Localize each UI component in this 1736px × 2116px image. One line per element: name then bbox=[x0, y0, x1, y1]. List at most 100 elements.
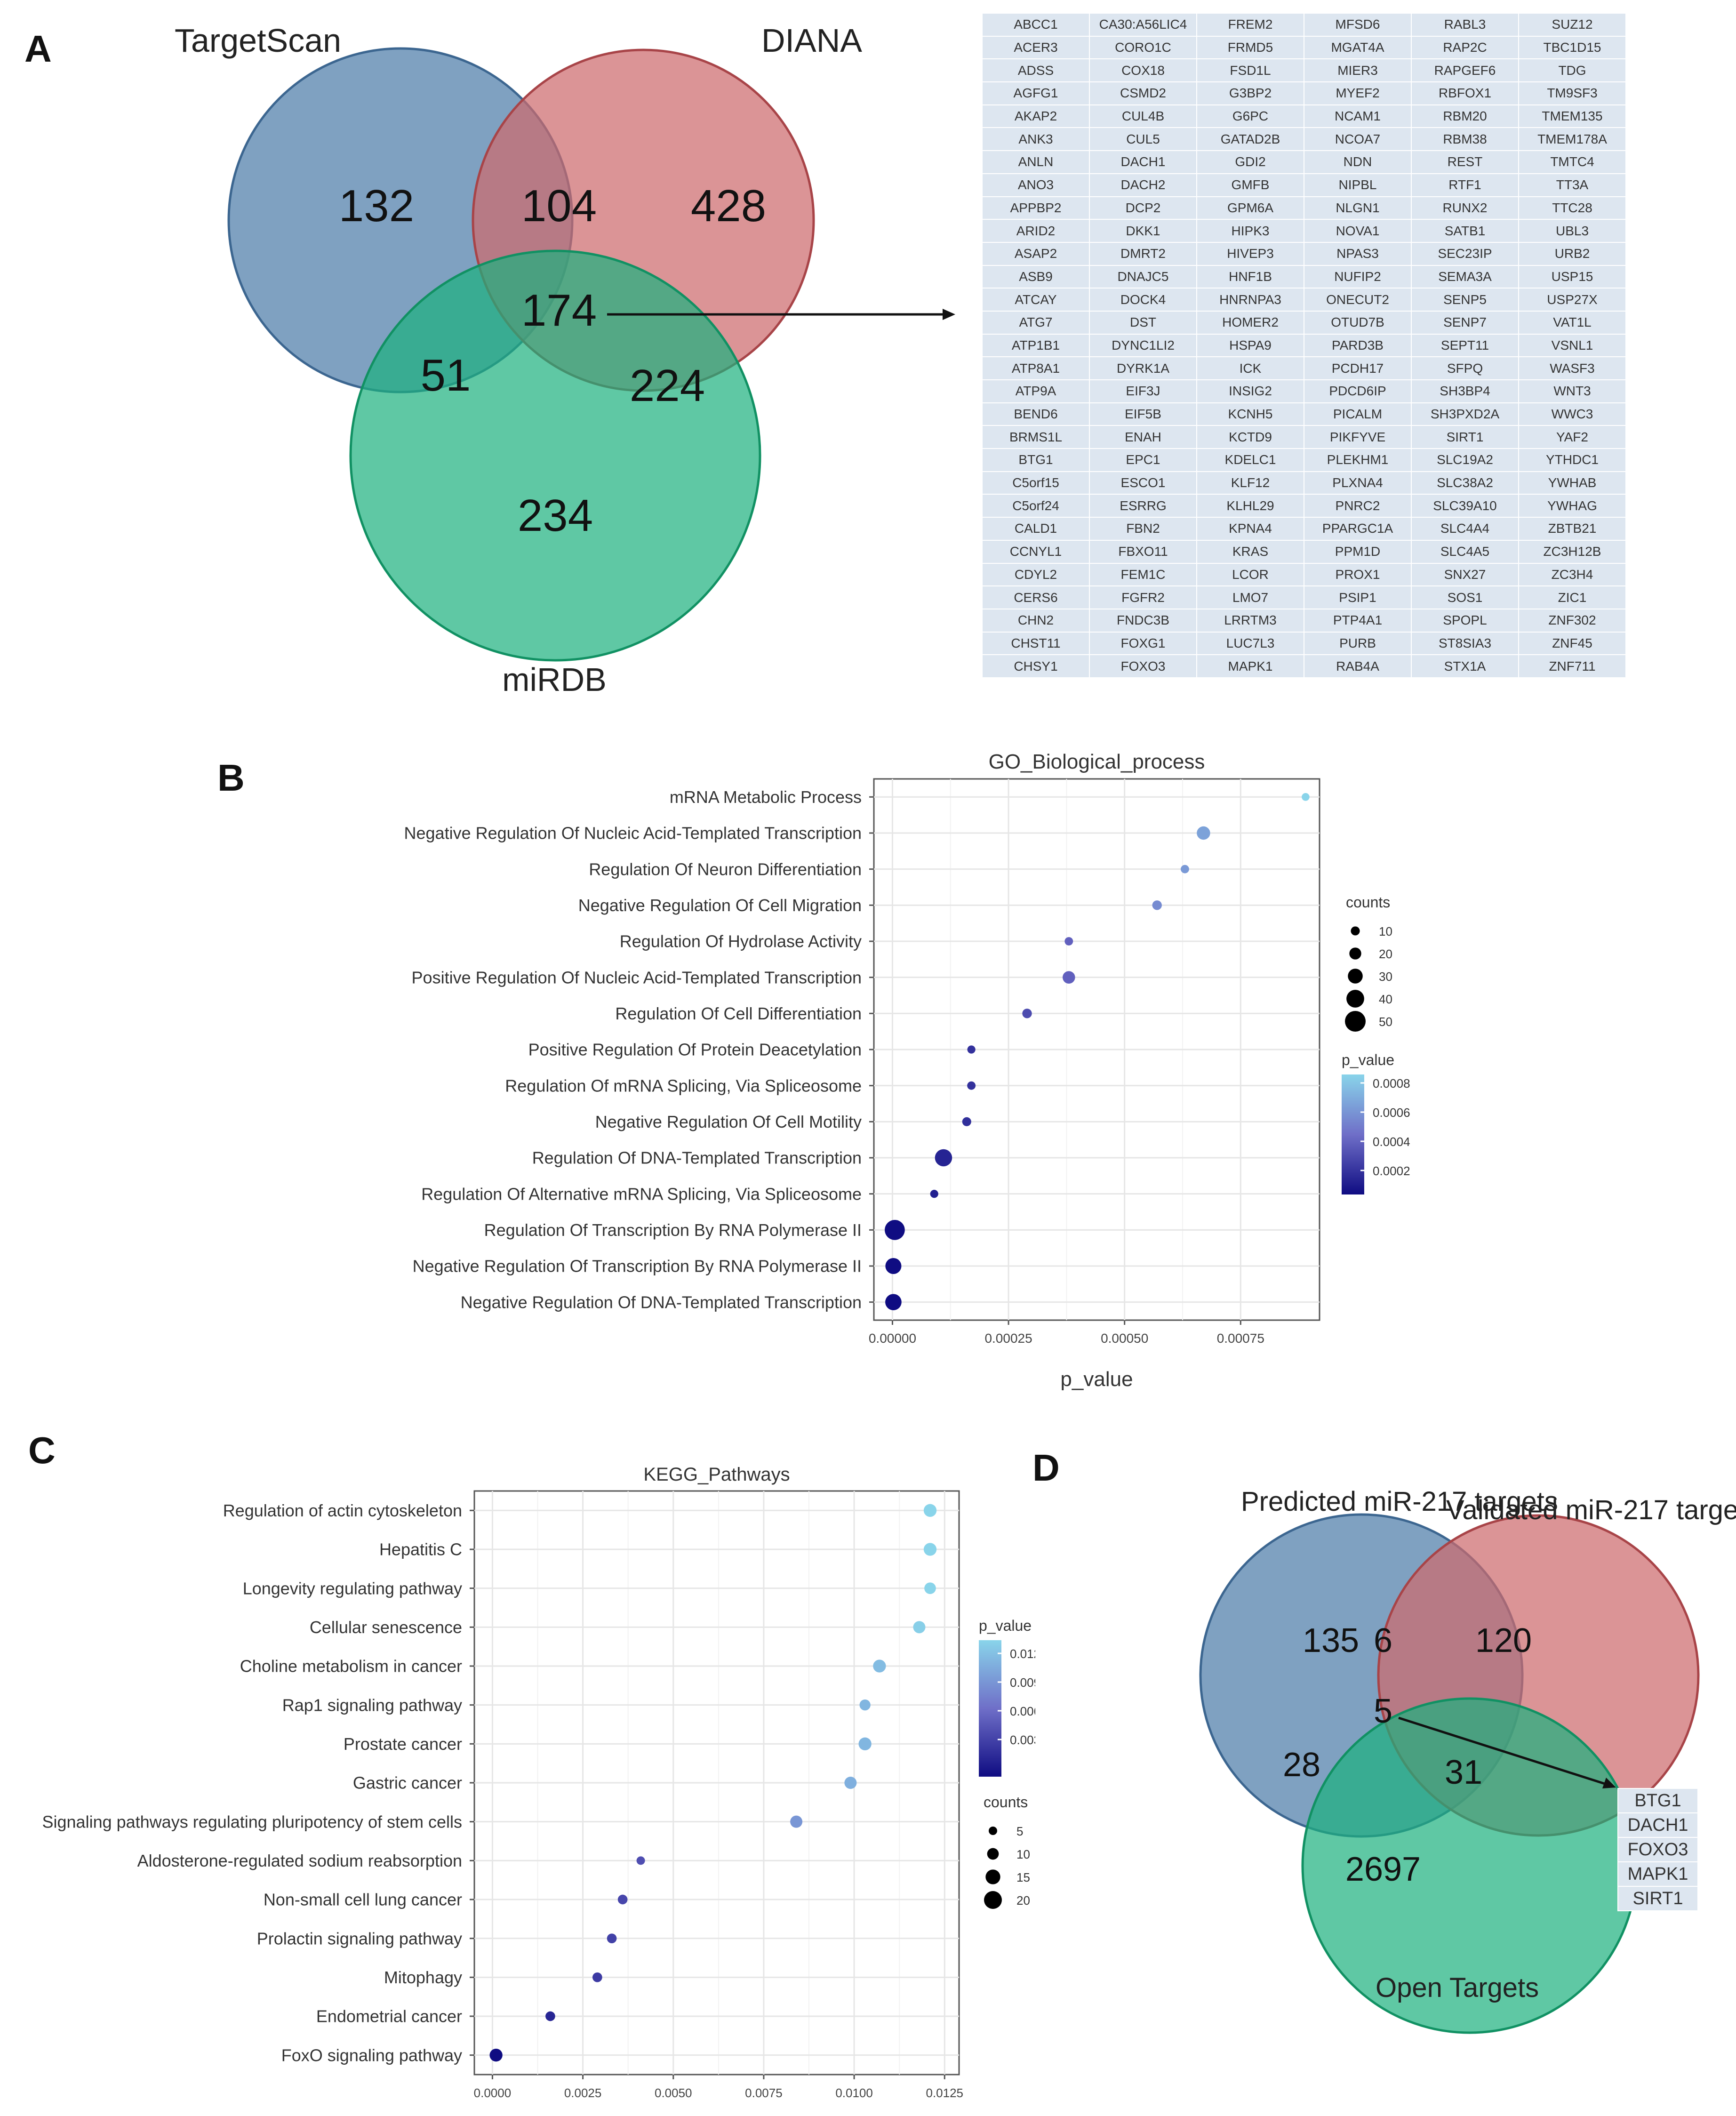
gene-table-row: C5orf24 ESRRG KLHL29 PNRC2 SLC39A10 YWHAG bbox=[982, 494, 1626, 518]
legend-pvalue-title: p_value bbox=[1342, 1051, 1394, 1068]
data-point bbox=[873, 1659, 886, 1673]
gene-table-cell: NPAS3 bbox=[1304, 241, 1412, 266]
gene-table-cell: ACER3 bbox=[982, 35, 1090, 60]
x-tick-label: 0.0025 bbox=[564, 2086, 602, 2100]
venn-d-gene-cell: SIRT1 bbox=[1617, 1886, 1698, 1911]
venn-a-count-ts-diana: 104 bbox=[521, 181, 597, 231]
venn-a-count-all: 174 bbox=[521, 285, 597, 336]
legend-counts-label: 50 bbox=[1379, 1015, 1392, 1029]
data-point bbox=[592, 1972, 602, 1982]
gene-table-row: APPBP2 DCP2 GPM6A NLGN1 RUNX2 TTC28 bbox=[982, 196, 1626, 220]
gene-table-cell: TMEM135 bbox=[1518, 104, 1626, 128]
gene-table-cell: NDN bbox=[1304, 150, 1412, 174]
y-category-label: Regulation Of Transcription By RNA Polym… bbox=[484, 1220, 862, 1240]
gene-table-cell: USP15 bbox=[1518, 264, 1626, 289]
gene-table-row: BTG1 EPC1 KDELC1 PLEKHM1 SLC19A2 YTHDC1 bbox=[982, 448, 1626, 472]
gene-table-cell: MFSD6 bbox=[1304, 13, 1412, 37]
gene-table-cell: ANK3 bbox=[982, 127, 1090, 152]
gene-table-cell: FREM2 bbox=[1196, 13, 1304, 37]
gene-table-cell: CUL4B bbox=[1089, 104, 1197, 128]
gene-table-cell: PCDH17 bbox=[1304, 356, 1412, 380]
gene-table-cell: ZNF45 bbox=[1518, 631, 1626, 656]
gene-table-row: CALD1 FBN2 KPNA4 PPARGC1A SLC4A4 ZBTB21 bbox=[982, 517, 1626, 541]
y-category-label: Cellular senescence bbox=[310, 1618, 462, 1637]
y-category-label: Endometrial cancer bbox=[316, 2007, 462, 2026]
gene-table-row: ABCC1 CA30:A56LIC4 FREM2 MFSD6 RABL3 SUZ12 bbox=[982, 13, 1626, 37]
gene-table-cell: EPC1 bbox=[1089, 448, 1197, 472]
venn-d-gene-row: DACH1 bbox=[1617, 1812, 1698, 1838]
gene-table-row: ASB9 DNAJC5 HNF1B NUFIP2 SEMA3A USP15 bbox=[982, 264, 1626, 289]
gene-table-cell: ZBTB21 bbox=[1518, 517, 1626, 541]
y-category-label: Regulation Of mRNA Splicing, Via Spliceo… bbox=[505, 1076, 862, 1095]
gene-table-cell: DNAJC5 bbox=[1089, 264, 1197, 289]
venn-d-gene-list: BTG1 DACH1 FOXO3 MAPK1 SIRT1 bbox=[1617, 1788, 1698, 1911]
gene-table-cell: YWHAB bbox=[1518, 471, 1626, 495]
venn-d-count-val-open: 31 bbox=[1445, 1754, 1482, 1791]
legend-pvalue-label: 0.0008 bbox=[1373, 1076, 1410, 1090]
gene-table-cell: LCOR bbox=[1196, 562, 1304, 587]
gene-table-row: CERS6 FGFR2 LMO7 PSIP1 SOS1 ZIC1 bbox=[982, 585, 1626, 609]
gene-table-row: AKAP2 CUL4B G6PC NCAM1 RBM20 TMEM135 bbox=[982, 104, 1626, 128]
gene-table-cell: KRAS bbox=[1196, 539, 1304, 564]
y-category-label: Hepatitis C bbox=[379, 1540, 462, 1559]
gene-table-cell: BRMS1L bbox=[982, 425, 1090, 449]
y-category-label: Longevity regulating pathway bbox=[243, 1579, 462, 1598]
gene-table-cell: EIF3J bbox=[1089, 379, 1197, 403]
panel-label-c: C bbox=[28, 1429, 56, 1471]
gene-table-cell: CSMD2 bbox=[1089, 81, 1197, 105]
gene-table-cell: PDCD6IP bbox=[1304, 379, 1412, 403]
data-point bbox=[636, 1856, 645, 1865]
venn-a-count-diana-only: 428 bbox=[691, 181, 766, 231]
legend-counts-dot bbox=[984, 1891, 1002, 1909]
venn-a-label-targetscan: TargetScan bbox=[175, 22, 341, 59]
gene-table-row: CDYL2 FEM1C LCOR PROX1 SNX27 ZC3H4 bbox=[982, 562, 1626, 587]
gene-table-row: BRMS1L ENAH KCTD9 PIKFYVE SIRT1 YAF2 bbox=[982, 425, 1626, 449]
gene-table-cell: NCOA7 bbox=[1304, 127, 1412, 152]
gene-table-cell: ESCO1 bbox=[1089, 471, 1197, 495]
x-tick-label: 0.00000 bbox=[869, 1331, 916, 1346]
gene-table-cell: PSIP1 bbox=[1304, 585, 1412, 609]
gene-table-cell: LRRTM3 bbox=[1196, 608, 1304, 633]
gene-table-row: ADSS COX18 FSD1L MIER3 RAPGEF6 TDG bbox=[982, 58, 1626, 83]
y-category-label: Signaling pathways regulating pluripoten… bbox=[42, 1812, 463, 1831]
kegg-pathways-chart: KEGG_Pathways 0.0000 0.0025 0.0050 0.0075 0.0… bbox=[42, 1464, 1036, 2116]
gene-table-cell: ARID2 bbox=[982, 219, 1090, 243]
data-point bbox=[923, 1504, 937, 1517]
gene-table-cell: SUZ12 bbox=[1518, 13, 1626, 37]
gene-table-row: ANO3 DACH2 GMFB NIPBL RTF1 TT3A bbox=[982, 173, 1626, 197]
gene-table-row: ATP1B1 DYNC1LI2 HSPA9 PARD3B SEPT11 VSNL1 bbox=[982, 333, 1626, 358]
gene-table-cell: DST bbox=[1089, 310, 1197, 335]
gene-table-cell: PIKFYVE bbox=[1304, 425, 1412, 449]
venn-d-label-predicted: Predicted miR-217 targets bbox=[1241, 1486, 1558, 1517]
venn-a-arrow-head bbox=[943, 309, 955, 320]
gene-table-cell: PLEKHM1 bbox=[1304, 448, 1412, 472]
panel-label-d: D bbox=[1032, 1447, 1060, 1489]
y-category-label: Negative Regulation Of Cell Migration bbox=[578, 896, 862, 915]
gene-table-cell: TT3A bbox=[1518, 173, 1626, 197]
legend-pvalue-label: 0.003 bbox=[1010, 1733, 1035, 1747]
legend-counts-label: 40 bbox=[1379, 992, 1392, 1006]
gene-table-cell: FOXG1 bbox=[1089, 631, 1197, 656]
gene-table-cell: ASB9 bbox=[982, 264, 1090, 289]
data-point bbox=[923, 1543, 937, 1556]
gene-table-cell: ATG7 bbox=[982, 310, 1090, 335]
gene-table-cell: SH3BP4 bbox=[1411, 379, 1519, 403]
gene-table-cell: USP27X bbox=[1518, 288, 1626, 312]
data-point bbox=[924, 1582, 936, 1594]
gene-table-cell: RAB4A bbox=[1304, 654, 1412, 678]
x-axis-label: p_value bbox=[684, 2115, 750, 2116]
gene-table-cell: TTC28 bbox=[1518, 196, 1626, 220]
gene-table-row: CHSY1 FOXO3 MAPK1 RAB4A STX1A ZNF711 bbox=[982, 654, 1626, 678]
gene-table-cell: SPOPL bbox=[1411, 608, 1519, 633]
gene-table-cell: BTG1 bbox=[982, 448, 1090, 472]
data-point bbox=[913, 1621, 926, 1634]
x-axis-label: p_value bbox=[1060, 1368, 1133, 1391]
gene-table-cell: NIPBL bbox=[1304, 173, 1412, 197]
venn-d-label-validated: Validated miR-217 targets bbox=[1446, 1495, 1736, 1525]
gene-table-cell: SH3PXD2A bbox=[1411, 402, 1519, 426]
y-category-label: Positive Regulation Of Protein Deacetyla… bbox=[528, 1040, 862, 1059]
gene-table-cell: SLC38A2 bbox=[1411, 471, 1519, 495]
data-point bbox=[1180, 865, 1189, 874]
gene-table-cell: NUFIP2 bbox=[1304, 264, 1412, 289]
venn-a-mirdb-circle bbox=[349, 249, 761, 662]
